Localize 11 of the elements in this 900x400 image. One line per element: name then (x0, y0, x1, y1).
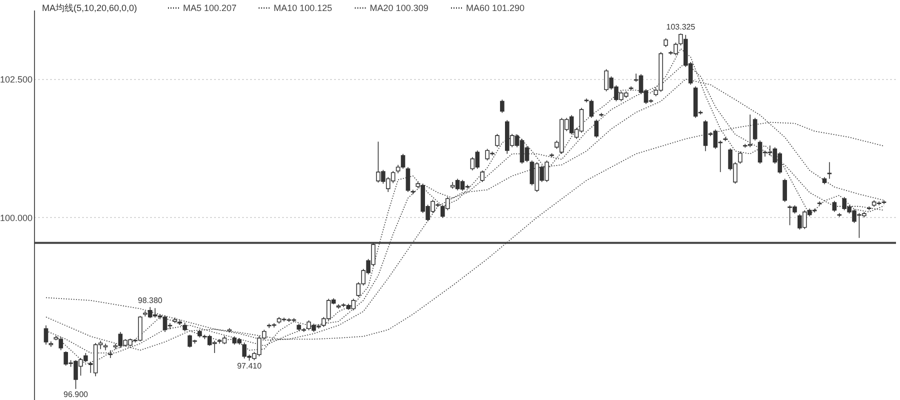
y-tick-label: 100.000 (0, 212, 32, 223)
annotation: MA均线(5,10,20,60,0,0) (42, 3, 138, 13)
legend-label: MA60 101.290 (466, 3, 525, 13)
legend-label: MA5 100.207 (183, 3, 237, 13)
annotation: 96.900 (64, 390, 89, 399)
legend-label: MA20 100.309 (370, 3, 428, 13)
y-tick-label: 102.500 (0, 74, 32, 85)
legend-label: MA10 100.125 (274, 3, 332, 13)
annotation: 97.410 (237, 362, 262, 371)
annotation: 103.325 (666, 22, 696, 32)
annotation: 98.380 (138, 296, 163, 306)
